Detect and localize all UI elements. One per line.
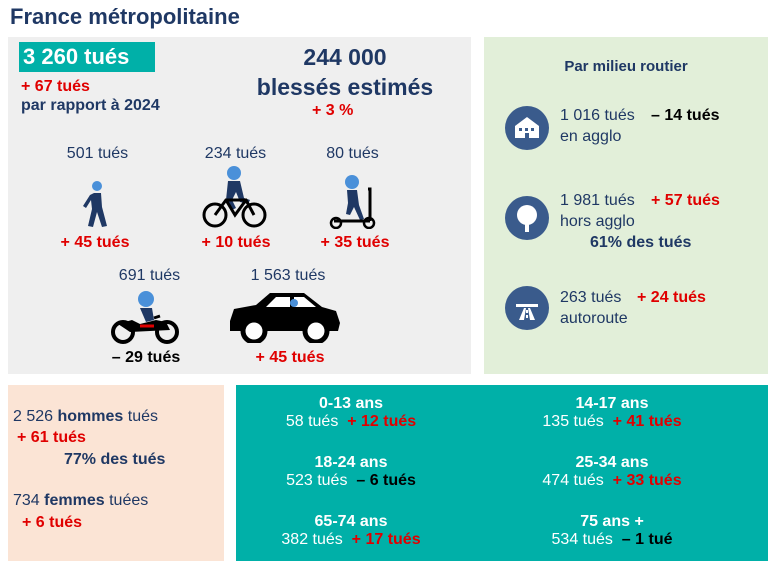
age-count: 135 tués bbox=[542, 413, 604, 430]
autoroute-delta: + 24 tués bbox=[637, 289, 706, 306]
cyclist-count: 234 tués bbox=[204, 145, 267, 162]
highway-icon bbox=[505, 286, 549, 330]
agglo-delta: – 14 tués bbox=[651, 107, 720, 124]
age-delta: + 41 tués bbox=[612, 413, 682, 430]
total-killed: 3 260 tués bbox=[19, 42, 155, 72]
injured-number: 244 000 bbox=[303, 44, 387, 70]
bicycle-icon bbox=[202, 166, 268, 235]
age-panel bbox=[236, 385, 768, 561]
scooter-delta: + 35 tués bbox=[320, 234, 390, 251]
agglo-count: 1 016 tués bbox=[560, 107, 635, 124]
gender-panel bbox=[8, 385, 224, 561]
hors-label: hors agglo bbox=[560, 213, 635, 230]
men-count-line: 2 526 hommes tués bbox=[13, 408, 158, 426]
age-count: 474 tués bbox=[542, 472, 604, 489]
milieu-heading: Par milieu routier bbox=[564, 58, 688, 75]
men-count: 2 526 bbox=[13, 408, 54, 425]
age-delta: + 33 tués bbox=[612, 472, 682, 489]
age-label: 14-17 ans bbox=[575, 395, 649, 412]
age-group: 0-13 ans 58 tués + 12 tués bbox=[246, 395, 456, 431]
women-delta: + 6 tués bbox=[22, 514, 83, 531]
injured-label: blessés estimés bbox=[256, 74, 434, 100]
age-group: 14-17 ans 135 tués + 41 tués bbox=[507, 395, 717, 431]
age-count: 382 tués bbox=[281, 531, 343, 548]
age-count: 534 tués bbox=[551, 531, 613, 548]
age-label: 75 ans + bbox=[580, 513, 644, 530]
age-group: 65-74 ans 382 tués + 17 tués bbox=[246, 513, 456, 549]
age-label: 0-13 ans bbox=[318, 395, 384, 412]
age-label: 25-34 ans bbox=[575, 454, 649, 471]
age-label: 65-74 ans bbox=[314, 513, 388, 530]
injured-delta: + 3 % bbox=[312, 102, 354, 119]
age-label: 18-24 ans bbox=[314, 454, 388, 471]
total-delta: + 67 tués bbox=[21, 78, 90, 95]
women-word: femmes bbox=[44, 492, 105, 509]
motorcycle-delta: – 29 tués bbox=[111, 349, 181, 366]
hors-delta: + 57 tués bbox=[651, 192, 720, 209]
women-count: 734 bbox=[13, 492, 40, 509]
age-count: 523 tués bbox=[286, 472, 348, 489]
age-delta: + 12 tués bbox=[347, 413, 417, 430]
cyclist-delta: + 10 tués bbox=[201, 234, 271, 251]
women-count-line: 734 femmes tuées bbox=[13, 492, 148, 510]
men-delta: + 61 tués bbox=[17, 429, 86, 446]
car-delta: + 45 tués bbox=[255, 349, 325, 366]
motorcycle-icon bbox=[110, 290, 180, 349]
pedestrian-count: 501 tués bbox=[66, 145, 129, 162]
men-word: hommes bbox=[57, 408, 124, 425]
men-share: 77% des tués bbox=[64, 451, 166, 468]
age-delta: + 17 tués bbox=[351, 531, 421, 548]
autoroute-count: 263 tués bbox=[560, 289, 622, 306]
age-group: 75 ans + 534 tués – 1 tué bbox=[507, 513, 717, 549]
women-suffix: tuées bbox=[109, 492, 149, 509]
agglo-label: en agglo bbox=[560, 128, 622, 145]
pedestrian-icon bbox=[80, 180, 110, 233]
age-count: 58 tués bbox=[285, 413, 339, 430]
age-group: 18-24 ans 523 tués – 6 tués bbox=[246, 454, 456, 490]
men-suffix: tués bbox=[127, 408, 158, 425]
building-icon bbox=[505, 106, 549, 150]
motorcycle-count: 691 tués bbox=[118, 267, 181, 284]
car-icon bbox=[226, 287, 342, 348]
car-count: 1 563 tués bbox=[250, 267, 326, 284]
scooter-icon bbox=[328, 175, 376, 234]
age-delta: – 6 tués bbox=[356, 472, 416, 489]
hors-count: 1 981 tués bbox=[560, 192, 635, 209]
total-compare: par rapport à 2024 bbox=[21, 97, 160, 114]
age-group: 25-34 ans 474 tués + 33 tués bbox=[507, 454, 717, 490]
age-delta: – 1 tué bbox=[621, 531, 673, 548]
scooter-count: 80 tués bbox=[326, 145, 379, 162]
tree-icon bbox=[505, 196, 549, 240]
page-title: France métropolitaine bbox=[10, 4, 240, 29]
autoroute-label: autoroute bbox=[560, 310, 628, 327]
hors-share: 61% des tués bbox=[590, 234, 692, 251]
pedestrian-delta: + 45 tués bbox=[60, 234, 130, 251]
